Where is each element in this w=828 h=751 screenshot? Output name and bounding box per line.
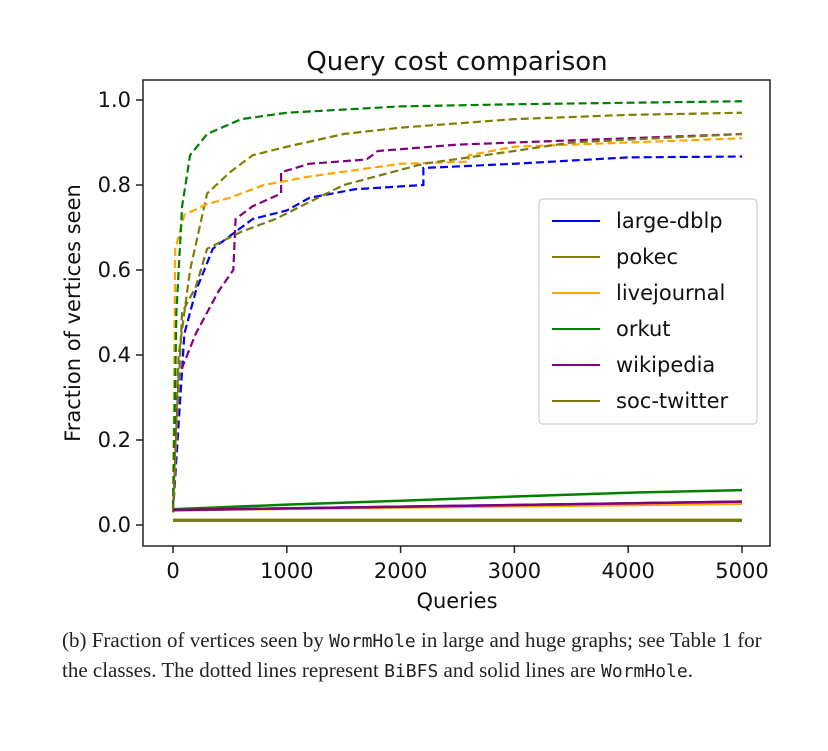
x-tick-label: 3000 [488, 559, 541, 583]
wormhole-line-wikipedia [172, 500, 743, 512]
chart-title: Query cost comparison [306, 47, 607, 77]
y-tick-label: 0.6 [98, 258, 131, 282]
bibfs-line-wikipedia [171, 132, 743, 513]
bibfs-line-orkut [171, 100, 743, 509]
legend: large-dblp pokec livejournal orkut wikipedia… [538, 198, 758, 425]
legend-label: large-dblp [616, 209, 723, 233]
caption-code: WormHole [601, 661, 688, 682]
x-tick-label: 4000 [601, 559, 654, 583]
bibfs-line-large-dblp [171, 155, 743, 513]
caption-code: WormHole [329, 631, 416, 652]
caption-code: BiBFS [384, 661, 439, 682]
y-tick-label: 1.0 [98, 88, 131, 112]
figure-caption: (b) Fraction of vertices seen by WormHol… [62, 626, 782, 686]
wormhole-line-orkut [172, 488, 743, 511]
legend-box [538, 198, 758, 425]
x-tick-label: 5000 [715, 559, 768, 583]
x-tick-label: 1000 [260, 559, 313, 583]
legend-label: livejournal [616, 281, 725, 305]
bibfs-line-livejournal [171, 137, 743, 509]
bibfs-line-pokec [171, 111, 743, 509]
y-tick-label: 0.4 [98, 343, 131, 367]
legend-label: pokec [616, 245, 678, 269]
legend-label: wikipedia [616, 353, 715, 377]
y-tick-label: 0.0 [98, 513, 131, 537]
caption-text: in large and huge graphs; see Table 1 fo… [62, 628, 762, 682]
y-tick-label: 0.8 [98, 173, 131, 197]
legend-label: soc-twitter [616, 389, 729, 413]
plot-frame [142, 79, 771, 547]
y-tick-label: 0.2 [98, 428, 131, 452]
bibfs-line-soc-twitter [171, 132, 743, 513]
caption-text: . [687, 658, 693, 682]
x-tick-label: 0 [166, 559, 179, 583]
x-tick-label: 2000 [374, 559, 427, 583]
query-cost-chart: Query cost comparison Queries Fraction o… [61, 47, 771, 613]
legend-label: orkut [616, 317, 671, 341]
caption-text: and solid lines are [438, 658, 602, 682]
y-axis-label: Fraction of vertices seen [61, 184, 85, 442]
x-axis-label: Queries [416, 589, 497, 613]
caption-text: (b) Fraction of vertices seen by [62, 628, 330, 652]
